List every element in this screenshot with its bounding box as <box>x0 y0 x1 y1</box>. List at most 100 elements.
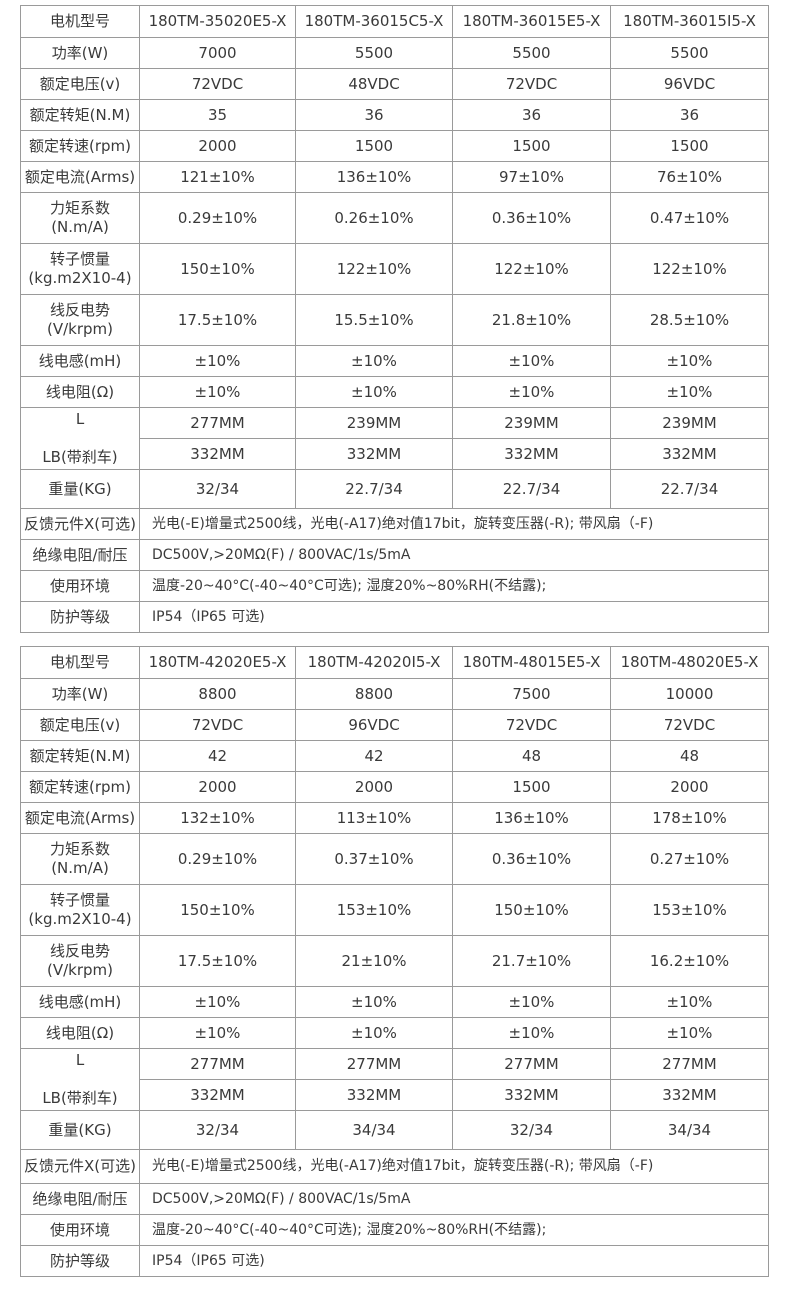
table-row: 额定转速(rpm) 2000 2000 1500 2000 <box>20 771 769 803</box>
weight-row: 重量(KG) 32/34 34/34 32/34 34/34 <box>20 1110 769 1150</box>
value-cell: 48 <box>610 740 769 772</box>
value-cell: 17.5±10% <box>139 935 296 987</box>
value-cell: ±10% <box>295 376 453 408</box>
value-cell: 36 <box>452 99 611 131</box>
common-row: 使用环境 温度-20~40°C(-40~40°C可选); 湿度20%~80%RH(… <box>20 570 769 602</box>
common-value-cell: 光电(-E)增量式2500线，光电(-A17)绝对值17bit，旋转变压器(-R… <box>139 508 769 540</box>
table-row: 转子惯量 (kg.m2X10-4) 150±10% 153±10% 150±10% 15… <box>20 884 769 936</box>
row-label: 防护等级 <box>20 601 140 633</box>
length-brake-cell: 332MM <box>452 1079 611 1111</box>
common-row: 绝缘电阻/耐压 DC500V,>20MΩ(F) / 800VAC/1s/5mA <box>20 1183 769 1215</box>
row-label: 重量(KG) <box>20 1110 140 1150</box>
value-cell: 136±10% <box>452 802 611 834</box>
model-name-cell: 180TM-42020E5-X <box>139 646 296 679</box>
value-cell: ±10% <box>295 986 453 1018</box>
table-row: 线电感(mH) ±10% ±10% ±10% ±10% <box>20 345 769 377</box>
value-cell: 42 <box>295 740 453 772</box>
value-cell: 0.26±10% <box>295 192 453 244</box>
row-label: 重量(KG) <box>20 469 140 509</box>
common-row: 使用环境 温度-20~40°C(-40~40°C可选); 湿度20%~80%RH(… <box>20 1214 769 1246</box>
length-brake-cell: 332MM <box>452 438 611 470</box>
value-cell: 72VDC <box>610 709 769 741</box>
row-label: 电机型号 <box>20 5 140 38</box>
row-label: 电机型号 <box>20 646 140 679</box>
length-brake-cell: 332MM <box>139 1079 296 1111</box>
row-label: 转子惯量 (kg.m2X10-4) <box>20 884 140 936</box>
weight-cell: 22.7/34 <box>452 469 611 509</box>
length-brake-cell: 332MM <box>139 438 296 470</box>
value-cell: 5500 <box>295 37 453 69</box>
table-row: 线反电势 (V/krpm) 17.5±10% 15.5±10% 21.8±10% 28.… <box>20 294 769 346</box>
table-row: 功率(W) 7000 5500 5500 5500 <box>20 37 769 69</box>
table-row: 转子惯量 (kg.m2X10-4) 150±10% 122±10% 122±10% 12… <box>20 243 769 295</box>
model-name-cell: 180TM-36015C5-X <box>295 5 453 38</box>
length-brake-cell: 332MM <box>610 438 769 470</box>
row-label: L LB(带刹车) <box>20 1048 140 1111</box>
value-cell: 8800 <box>295 678 453 710</box>
value-cell: 5500 <box>452 37 611 69</box>
row-label: 线电阻(Ω) <box>20 1017 140 1049</box>
common-value-cell: IP54（IP65 可选) <box>139 601 769 633</box>
value-cell: 96VDC <box>610 68 769 100</box>
value-cell: 72VDC <box>452 709 611 741</box>
row-label: 线电感(mH) <box>20 345 140 377</box>
value-cell: 0.36±10% <box>452 833 611 885</box>
row-label: 反馈元件X(可选) <box>20 1149 140 1184</box>
weight-cell: 32/34 <box>139 469 296 509</box>
row-label: 力矩系数 (N.m/A) <box>20 192 140 244</box>
value-cell: 7000 <box>139 37 296 69</box>
row-label: 线反电势 (V/krpm) <box>20 294 140 346</box>
row-label: 反馈元件X(可选) <box>20 508 140 540</box>
model-name-cell: 180TM-48015E5-X <box>452 646 611 679</box>
model-name-cell: 180TM-36015E5-X <box>452 5 611 38</box>
value-cell: 153±10% <box>610 884 769 936</box>
value-cell: 21.8±10% <box>452 294 611 346</box>
value-cell: ±10% <box>139 1017 296 1049</box>
value-cell: 113±10% <box>295 802 453 834</box>
common-value-cell: DC500V,>20MΩ(F) / 800VAC/1s/5mA <box>139 1183 769 1215</box>
value-cell: ±10% <box>139 376 296 408</box>
value-cell: 2000 <box>139 771 296 803</box>
table-row: 额定电流(Arms) 132±10% 113±10% 136±10% 178±10% <box>20 802 769 834</box>
value-cell: 96VDC <box>295 709 453 741</box>
value-cell: 2000 <box>610 771 769 803</box>
row-label: 额定电压(v) <box>20 709 140 741</box>
value-cell: 10000 <box>610 678 769 710</box>
value-cell: 16.2±10% <box>610 935 769 987</box>
row-label: 转子惯量 (kg.m2X10-4) <box>20 243 140 295</box>
value-cell: ±10% <box>295 1017 453 1049</box>
common-value-cell: 温度-20~40°C(-40~40°C可选); 湿度20%~80%RH(不结露)… <box>139 570 769 602</box>
length-cell: 239MM <box>610 407 769 439</box>
value-cell: 153±10% <box>295 884 453 936</box>
row-label: 额定电流(Arms) <box>20 161 140 193</box>
row-label: 功率(W) <box>20 678 140 710</box>
value-cell: 42 <box>139 740 296 772</box>
common-row: 防护等级 IP54（IP65 可选) <box>20 1245 769 1277</box>
value-cell: 0.27±10% <box>610 833 769 885</box>
length-brake-cell: 332MM <box>295 1079 453 1111</box>
value-cell: 97±10% <box>452 161 611 193</box>
row-label: 额定电流(Arms) <box>20 802 140 834</box>
model-name-cell: 180TM-42020I5-X <box>295 646 453 679</box>
table-row: 力矩系数 (N.m/A) 0.29±10% 0.26±10% 0.36±10% 0.47… <box>20 192 769 244</box>
value-cell: 7500 <box>452 678 611 710</box>
common-value-cell: IP54（IP65 可选) <box>139 1245 769 1277</box>
value-cell: 1500 <box>452 771 611 803</box>
value-cell: 48VDC <box>295 68 453 100</box>
table-row: 力矩系数 (N.m/A) 0.29±10% 0.37±10% 0.36±10% 0.27… <box>20 833 769 885</box>
value-cell: ±10% <box>452 345 611 377</box>
weight-cell: 32/34 <box>139 1110 296 1150</box>
value-cell: 122±10% <box>610 243 769 295</box>
value-cell: 48 <box>452 740 611 772</box>
row-label: 使用环境 <box>20 570 140 602</box>
row-label: 功率(W) <box>20 37 140 69</box>
weight-cell: 32/34 <box>452 1110 611 1150</box>
value-cell: ±10% <box>452 376 611 408</box>
table-row: 线电感(mH) ±10% ±10% ±10% ±10% <box>20 986 769 1018</box>
row-label: 额定转速(rpm) <box>20 771 140 803</box>
value-cell: 5500 <box>610 37 769 69</box>
value-cell: 21±10% <box>295 935 453 987</box>
value-cell: ±10% <box>610 376 769 408</box>
table-row: 功率(W) 8800 8800 7500 10000 <box>20 678 769 710</box>
value-cell: 8800 <box>139 678 296 710</box>
